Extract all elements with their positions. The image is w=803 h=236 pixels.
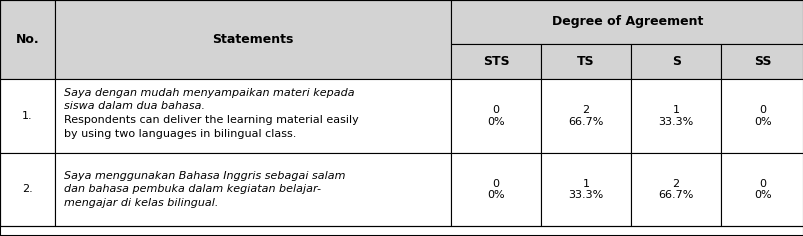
Bar bbox=[450, 153, 540, 226]
Text: TS: TS bbox=[577, 55, 594, 68]
Bar bbox=[630, 79, 720, 153]
Bar bbox=[450, 44, 540, 79]
Bar bbox=[630, 153, 720, 226]
Bar bbox=[540, 79, 630, 153]
Text: Saya menggunakan Bahasa Inggris sebagai salam: Saya menggunakan Bahasa Inggris sebagai … bbox=[64, 171, 345, 181]
Text: Statements: Statements bbox=[212, 33, 293, 46]
Bar bbox=[0, 79, 55, 153]
Text: STS: STS bbox=[482, 55, 509, 68]
Bar bbox=[720, 44, 803, 79]
Text: 2.: 2. bbox=[22, 184, 33, 194]
Text: 0
0%: 0 0% bbox=[753, 105, 770, 127]
Text: 1.: 1. bbox=[22, 111, 33, 121]
Bar bbox=[450, 79, 540, 153]
Bar bbox=[55, 0, 450, 79]
Bar bbox=[540, 153, 630, 226]
Text: Respondents can deliver the learning material easily: Respondents can deliver the learning mat… bbox=[64, 115, 359, 125]
Text: 2
66.7%: 2 66.7% bbox=[658, 179, 693, 200]
Text: SS: SS bbox=[753, 55, 770, 68]
Text: Degree of Agreement: Degree of Agreement bbox=[551, 15, 703, 28]
Bar bbox=[540, 44, 630, 79]
Bar bbox=[0, 0, 55, 79]
Text: No.: No. bbox=[15, 33, 39, 46]
Text: 1
33.3%: 1 33.3% bbox=[568, 179, 603, 200]
Text: 0
0%: 0 0% bbox=[487, 179, 504, 200]
Text: by using two languages in bilingual class.: by using two languages in bilingual clas… bbox=[64, 129, 296, 139]
Bar bbox=[630, 44, 720, 79]
Bar bbox=[55, 79, 450, 153]
Text: 2
66.7%: 2 66.7% bbox=[568, 105, 603, 127]
Bar bbox=[0, 153, 55, 226]
Bar bbox=[55, 153, 450, 226]
Text: 1
33.3%: 1 33.3% bbox=[658, 105, 693, 127]
Text: siswa dalam dua bahasa.: siswa dalam dua bahasa. bbox=[64, 101, 205, 111]
Text: dan bahasa pembuka dalam kegiatan belajar-: dan bahasa pembuka dalam kegiatan belaja… bbox=[64, 184, 321, 194]
Text: 0
0%: 0 0% bbox=[487, 105, 504, 127]
Bar bbox=[720, 79, 803, 153]
Text: 0
0%: 0 0% bbox=[753, 179, 770, 200]
Bar bbox=[450, 0, 803, 44]
Text: mengajar di kelas bilingual.: mengajar di kelas bilingual. bbox=[64, 198, 218, 208]
Text: S: S bbox=[671, 55, 680, 68]
Text: Saya dengan mudah menyampaikan materi kepada: Saya dengan mudah menyampaikan materi ke… bbox=[64, 88, 354, 98]
Bar bbox=[720, 153, 803, 226]
